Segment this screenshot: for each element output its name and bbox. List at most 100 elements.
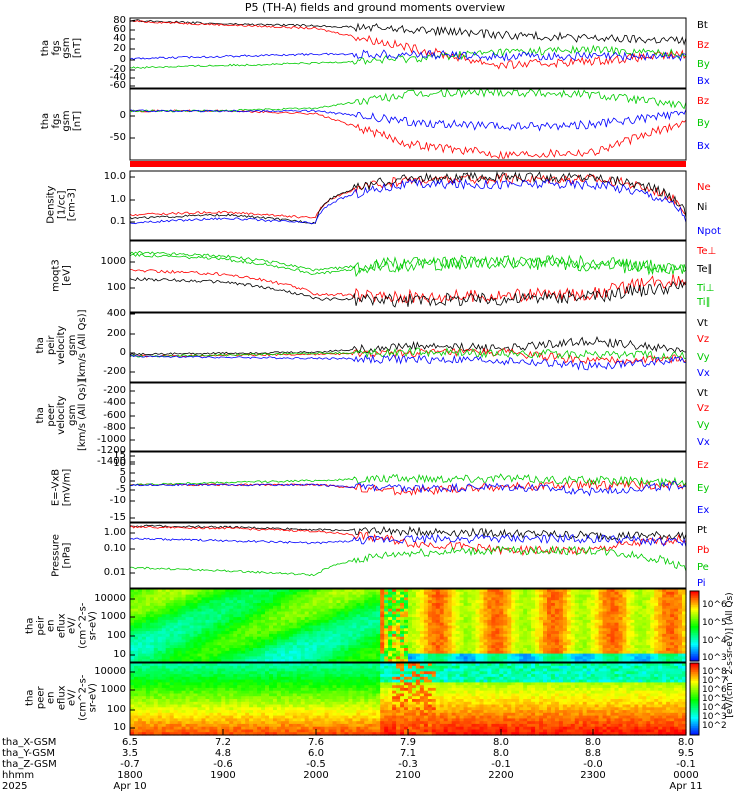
spectrogram-cell	[288, 603, 294, 607]
spectrogram-cell	[177, 656, 183, 660]
spectrogram-cell	[130, 665, 135, 670]
spectrogram-cell	[658, 625, 663, 629]
spectrogram-cell	[543, 603, 548, 607]
spectrogram-cell	[558, 617, 564, 621]
spectrogram-cell	[340, 611, 346, 615]
spectrogram-cell	[249, 650, 254, 655]
spectrogram-cell	[658, 597, 663, 601]
spectrogram-cell	[443, 603, 449, 607]
spectrogram-cell	[547, 628, 552, 632]
spectrogram-cell	[241, 589, 246, 593]
spectrogram-cell	[634, 648, 639, 652]
spectrogram-cell	[547, 603, 552, 607]
spectrogram-cell	[225, 639, 230, 643]
spectrogram-cell	[269, 614, 274, 618]
spectrogram-cell	[161, 603, 167, 607]
spectrogram-cell	[384, 625, 389, 629]
spectrogram-cell	[666, 650, 671, 655]
spectrogram-cell	[340, 659, 346, 663]
spectrogram-cell	[515, 608, 520, 613]
spectrogram-cell	[149, 639, 155, 643]
spectrogram-cell	[360, 600, 365, 604]
spectrogram-cell	[598, 611, 604, 615]
spectrogram-cell	[511, 645, 516, 649]
spectrogram-cell	[376, 659, 381, 663]
spectrogram-cell	[165, 718, 171, 722]
spectrogram-cell	[531, 617, 536, 621]
spectrogram-cell	[284, 710, 290, 714]
spectrogram-cell	[658, 645, 663, 649]
spectrogram-cell	[245, 732, 250, 736]
spectrogram-cell	[193, 605, 199, 610]
spectrogram-cell	[400, 603, 405, 607]
spectrogram-cell	[189, 665, 195, 670]
spectrogram-cell	[193, 726, 199, 731]
spectrogram-cell	[320, 628, 326, 632]
spectrogram-cell	[209, 648, 214, 652]
spectrogram-cell	[626, 659, 631, 663]
spectrogram-cell	[352, 600, 357, 604]
spectrogram-cell	[666, 648, 671, 652]
spectrogram-cell	[265, 679, 270, 683]
spectrogram-cell	[134, 622, 139, 627]
spectrogram-cell	[213, 636, 218, 641]
spectrogram-cell	[634, 589, 639, 593]
spectrogram-cell	[173, 605, 179, 610]
spectrogram-cell	[423, 631, 429, 635]
spectrogram-cell	[169, 674, 175, 678]
spectrogram-cell	[384, 656, 389, 660]
spectrogram-cell	[582, 611, 588, 615]
spectrogram-cell	[308, 603, 314, 607]
spectrogram-cell	[400, 631, 405, 635]
spectrogram-cell	[288, 729, 294, 733]
spectrogram-cell	[241, 679, 246, 683]
spectrogram-cell	[463, 605, 469, 610]
spectrogram-cell	[463, 636, 469, 641]
spectrogram-cell	[153, 603, 159, 607]
spectrogram-cell	[249, 732, 254, 736]
spectrogram-cell	[304, 619, 310, 624]
spectrogram-cell	[153, 685, 159, 689]
spectrogram-cell	[431, 645, 437, 649]
spectrogram-cell	[662, 608, 667, 613]
spectrogram-cell	[558, 645, 564, 649]
spectrogram-cell	[189, 715, 195, 719]
spectrogram-cell	[443, 653, 449, 657]
spectrogram-cell	[173, 690, 179, 695]
spectrogram-cell	[400, 653, 405, 657]
spectrogram-cell	[245, 690, 250, 695]
spectrogram-cell	[201, 707, 207, 711]
spectrogram-cell	[368, 622, 373, 627]
spectrogram-cell	[169, 687, 175, 692]
spectrogram-cell	[435, 648, 441, 652]
spectrogram-cell	[630, 591, 635, 596]
spectrogram-cell	[269, 653, 274, 657]
spectrogram-cell	[149, 729, 155, 733]
spectrogram-cell	[257, 636, 262, 641]
spectrogram-cell	[185, 631, 191, 635]
spectrogram-cell	[284, 723, 290, 728]
spectrogram-cell	[217, 693, 222, 697]
spectrogram-cell	[515, 617, 520, 621]
spectrogram-cell	[173, 622, 179, 627]
spectrogram-cell	[161, 648, 167, 652]
spectrogram-cell	[165, 721, 171, 725]
spectrogram-cell	[300, 710, 306, 714]
spectrogram-cell	[273, 645, 278, 649]
spectrogram-cell	[662, 645, 667, 649]
spectrogram-cell	[626, 611, 631, 615]
spectrogram-cell	[276, 707, 282, 711]
spectrogram-cell	[296, 591, 302, 596]
spectrogram-cell	[574, 633, 580, 638]
spectrogram-cell	[503, 603, 508, 607]
spectrogram-cell	[201, 650, 207, 655]
spectrogram-cell	[201, 648, 207, 652]
spectrogram-cell	[213, 653, 218, 657]
spectrogram-cell	[165, 645, 171, 649]
spectrogram-cell	[300, 605, 306, 610]
spectrogram-cell	[558, 648, 564, 652]
spectrogram-cell	[483, 617, 489, 621]
spectrogram-cell	[137, 597, 143, 601]
spectrogram-cell	[674, 625, 679, 629]
spectrogram-cell	[308, 729, 314, 733]
